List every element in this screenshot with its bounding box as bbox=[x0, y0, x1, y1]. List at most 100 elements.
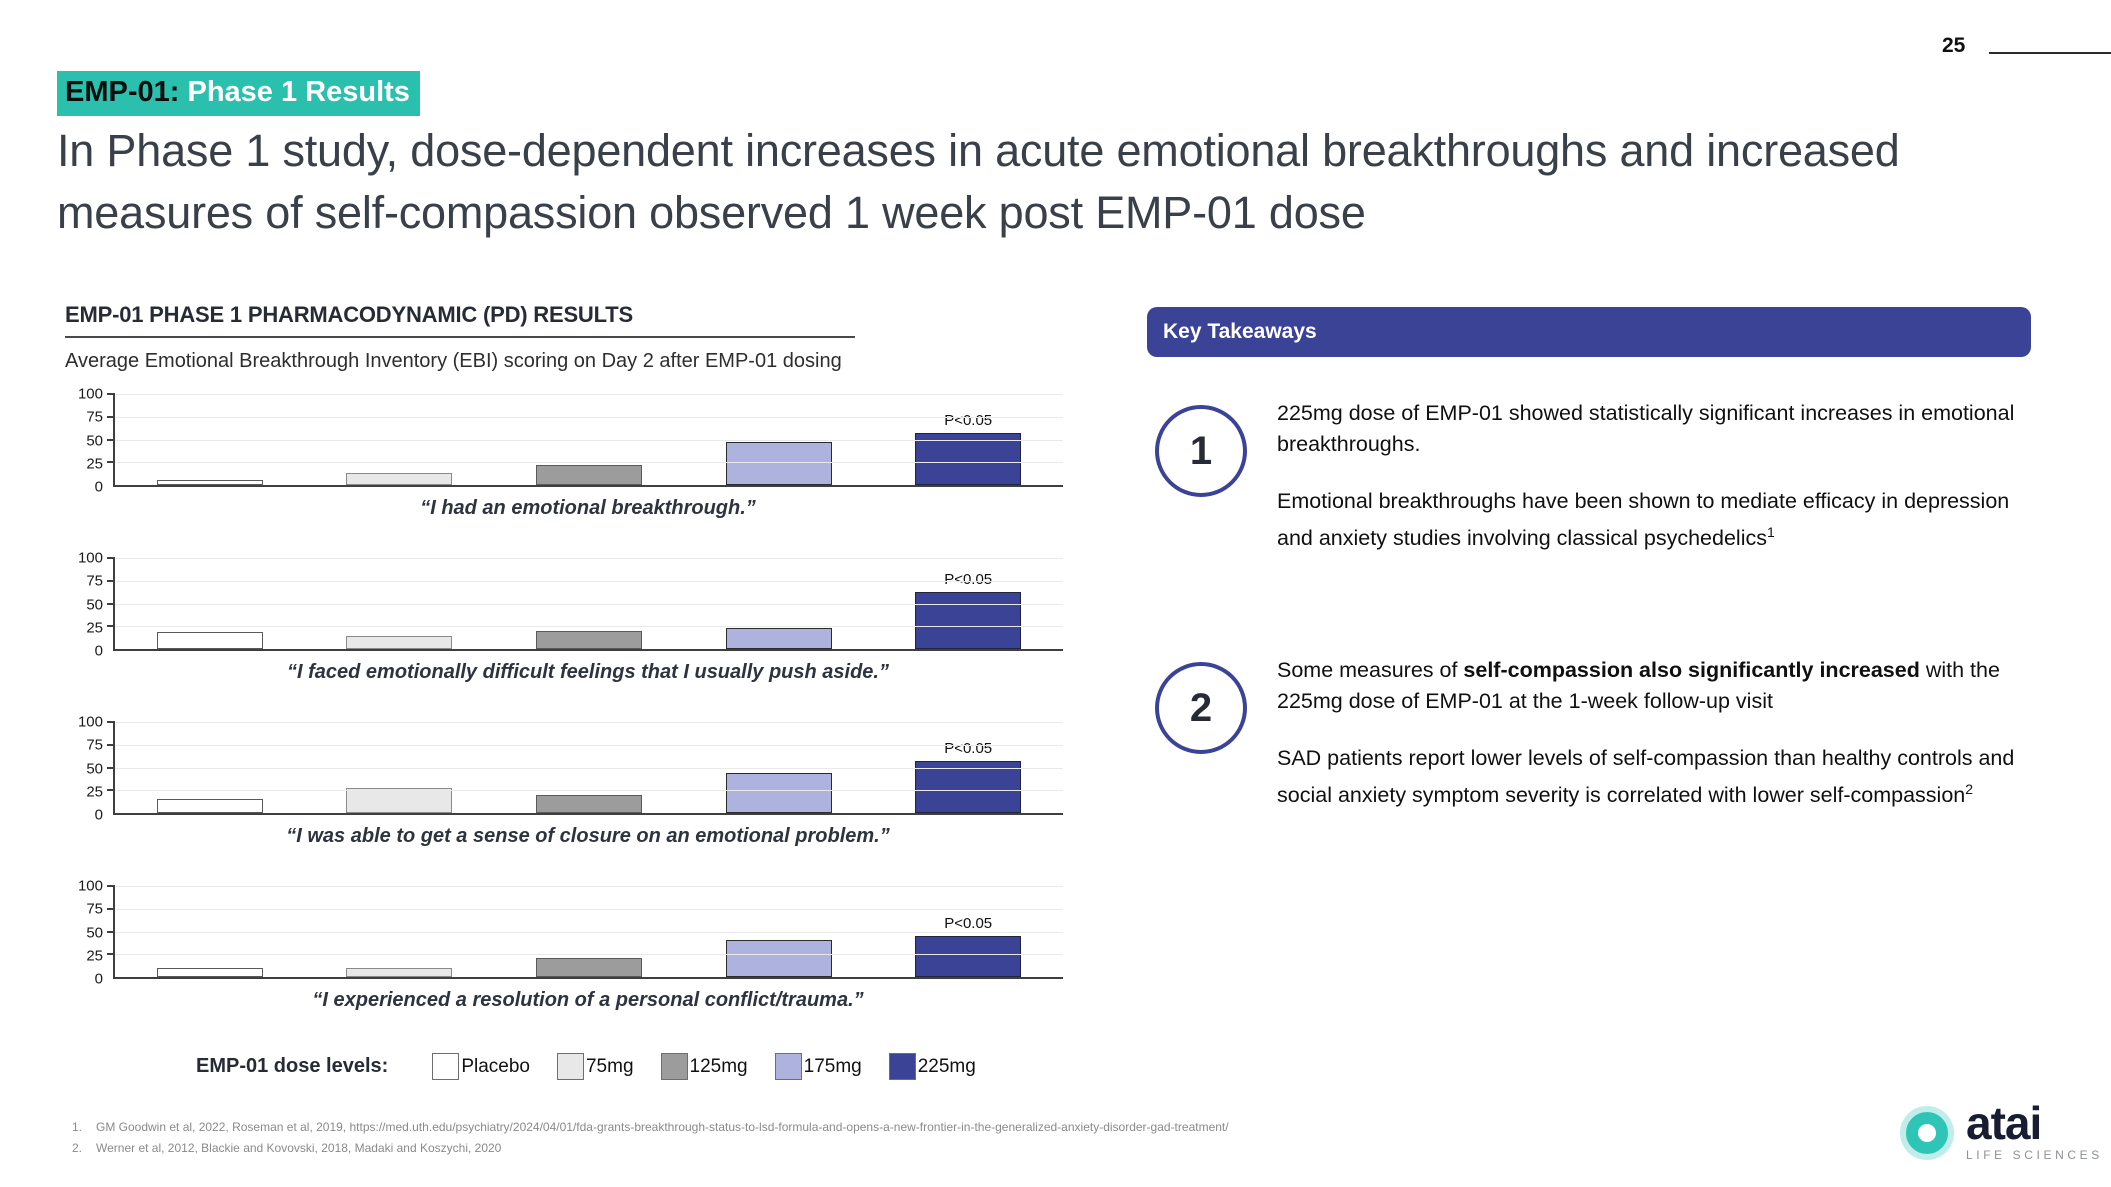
legend-item-label: 225mg bbox=[917, 1055, 976, 1077]
y-tick-label: 0 bbox=[94, 642, 103, 660]
slide-title-line-1: In Phase 1 study, dose-dependent increas… bbox=[57, 125, 1900, 176]
bar-slot bbox=[684, 394, 874, 485]
legend-item-225mg: 225mg bbox=[888, 1053, 976, 1080]
section-tag-suffix: Phase 1 Results bbox=[179, 76, 410, 108]
y-tick-label: 50 bbox=[86, 432, 103, 449]
chart-caption: “I had an emotional breakthrough.” bbox=[420, 497, 756, 519]
gridline bbox=[115, 580, 1063, 582]
y-tick-mark bbox=[107, 557, 115, 559]
gridline bbox=[115, 439, 1063, 441]
y-tick-label: 50 bbox=[86, 924, 103, 941]
atai-logo-text: atai LIFE SCIENCES bbox=[1966, 1100, 2103, 1162]
gridline bbox=[115, 626, 1063, 628]
takeaway-text: Some measures of self-compassion also si… bbox=[1277, 655, 2019, 837]
takeaway-number-badge: 1 bbox=[1155, 405, 1247, 497]
atai-logo-ring-icon bbox=[1906, 1111, 1948, 1154]
bar-placebo bbox=[156, 967, 263, 977]
key-takeaways-header: Key Takeaways bbox=[1147, 307, 2031, 357]
atai-logo: atai LIFE SCIENCES bbox=[1898, 1100, 2103, 1162]
chart-caption: “I was able to get a sense of closure on… bbox=[286, 825, 890, 847]
y-tick-label: 25 bbox=[86, 947, 103, 965]
footnote-text: Werner et al, 2012, Blackie and Kovovski… bbox=[96, 1141, 502, 1155]
atai-tagline: LIFE SCIENCES bbox=[1966, 1148, 2103, 1162]
legend-swatch bbox=[556, 1053, 584, 1080]
y-tick-label: 25 bbox=[86, 783, 103, 801]
bar-125mg bbox=[535, 795, 642, 813]
bar-slot bbox=[115, 886, 305, 977]
takeaway-paragraph: Emotional breakthroughs have been shown … bbox=[1277, 489, 2010, 551]
bar-125mg bbox=[535, 958, 642, 977]
bar-slot bbox=[494, 394, 684, 485]
slide-number: 25 bbox=[1942, 34, 1966, 57]
y-tick-label: 25 bbox=[86, 455, 103, 473]
gridline bbox=[115, 722, 1063, 723]
y-axis: 0 25 50 75 100 bbox=[65, 387, 113, 495]
y-tick-mark bbox=[107, 461, 115, 464]
gridline bbox=[115, 790, 1063, 792]
gridline bbox=[115, 954, 1063, 956]
footnote-text: GM Goodwin et al, 2022, Roseman et al, 2… bbox=[96, 1120, 1229, 1134]
y-tick-mark bbox=[107, 602, 115, 605]
takeaway-number-badge: 2 bbox=[1155, 662, 1247, 754]
bar-125mg bbox=[535, 465, 642, 485]
significance-label: P<0.05 bbox=[944, 739, 993, 757]
bar-75mg bbox=[346, 967, 453, 977]
plot-area: P<0.05 bbox=[107, 721, 1063, 815]
charts-host: 0 25 50 75 100 P<0.05 “I had an emotional brea… bbox=[65, 387, 1080, 1012]
takeaway-paragraph: 225mg dose of EMP-01 showed statisticall… bbox=[1277, 401, 2015, 456]
legend-item-placebo: Placebo bbox=[432, 1053, 530, 1080]
y-tick-label: 0 bbox=[94, 806, 103, 824]
legend-swatch bbox=[774, 1053, 802, 1080]
y-axis: 0 25 50 75 100 bbox=[65, 715, 113, 823]
legend-item-75mg: 75mg bbox=[556, 1053, 634, 1080]
bar-175mg bbox=[725, 442, 832, 485]
y-tick-mark bbox=[107, 953, 115, 956]
gridline bbox=[115, 886, 1063, 887]
gridline bbox=[115, 558, 1063, 559]
y-tick-label: 100 bbox=[77, 385, 103, 403]
y-tick-label: 100 bbox=[77, 877, 103, 895]
ebi-chart-1: 0 25 50 75 100 P<0.05 “I had an emotional brea… bbox=[65, 387, 1080, 520]
plot-row: 0 25 50 75 100 P<0.05 bbox=[65, 387, 1080, 495]
bar-slot: P<0.05 bbox=[873, 394, 1063, 485]
plot-row: 0 25 50 75 100 P<0.05 bbox=[65, 879, 1080, 987]
y-tick-label: 0 bbox=[94, 478, 103, 496]
y-tick-mark bbox=[107, 721, 115, 723]
y-tick-mark bbox=[107, 438, 115, 441]
gridline bbox=[115, 603, 1063, 605]
y-tick-label: 100 bbox=[77, 713, 103, 731]
section-tag: EMP-01: Phase 1 Results bbox=[57, 71, 420, 116]
ebi-chart-3: 0 25 50 75 100 P<0.05 “I was able to get a sen… bbox=[65, 715, 1080, 848]
bar-75mg bbox=[346, 472, 453, 485]
footnotes: 1. GM Goodwin et al, 2022, Roseman et al,… bbox=[72, 1117, 1229, 1159]
takeaway-paragraph: SAD patients report lower levels of self… bbox=[1277, 746, 2015, 808]
chart-caption: “I faced emotionally difficult feelings … bbox=[287, 661, 889, 683]
significance-label: P<0.05 bbox=[944, 915, 993, 933]
legend-swatch bbox=[432, 1053, 460, 1080]
bar-slot bbox=[115, 558, 305, 649]
y-tick-mark bbox=[107, 885, 115, 887]
y-tick-mark bbox=[107, 743, 115, 746]
y-tick-label: 50 bbox=[86, 760, 103, 777]
bar-placebo bbox=[156, 799, 263, 813]
gridline bbox=[115, 416, 1063, 418]
footnote: 1. GM Goodwin et al, 2022, Roseman et al,… bbox=[72, 1117, 1229, 1138]
y-tick-label: 25 bbox=[86, 619, 103, 637]
chart-caption: “I experienced a resolution of a persona… bbox=[312, 989, 864, 1011]
bar-slot: P<0.05 bbox=[873, 558, 1063, 649]
significance-label: P<0.05 bbox=[944, 571, 993, 589]
bar-125mg bbox=[535, 631, 642, 649]
key-takeaways-title: Key Takeaways bbox=[1163, 320, 1317, 343]
footnote-number: 2. bbox=[72, 1141, 83, 1155]
takeaway-text: 225mg dose of EMP-01 showed statisticall… bbox=[1277, 398, 2019, 580]
y-tick-mark bbox=[107, 766, 115, 769]
footnote: 2. Werner et al, 2012, Blackie and Kovovs… bbox=[72, 1138, 1229, 1159]
y-tick-label: 75 bbox=[86, 736, 103, 754]
bar-175mg bbox=[725, 939, 832, 977]
y-tick-mark bbox=[107, 393, 115, 395]
gridline bbox=[115, 767, 1063, 769]
gridline bbox=[115, 462, 1063, 464]
bar-175mg bbox=[725, 773, 832, 813]
bar-slot bbox=[115, 722, 305, 813]
bar-placebo bbox=[156, 480, 263, 485]
